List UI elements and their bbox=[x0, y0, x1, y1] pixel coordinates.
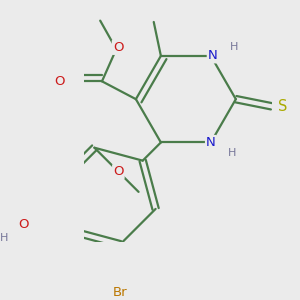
Text: H: H bbox=[0, 233, 8, 244]
Text: S: S bbox=[278, 99, 287, 114]
Text: Br: Br bbox=[113, 286, 127, 299]
Text: H: H bbox=[230, 42, 238, 52]
Text: O: O bbox=[54, 75, 64, 88]
Text: O: O bbox=[113, 165, 124, 178]
Text: O: O bbox=[19, 218, 29, 231]
Text: O: O bbox=[113, 41, 123, 54]
Text: N: N bbox=[208, 50, 218, 62]
Text: H: H bbox=[228, 148, 236, 158]
Text: N: N bbox=[206, 136, 216, 149]
